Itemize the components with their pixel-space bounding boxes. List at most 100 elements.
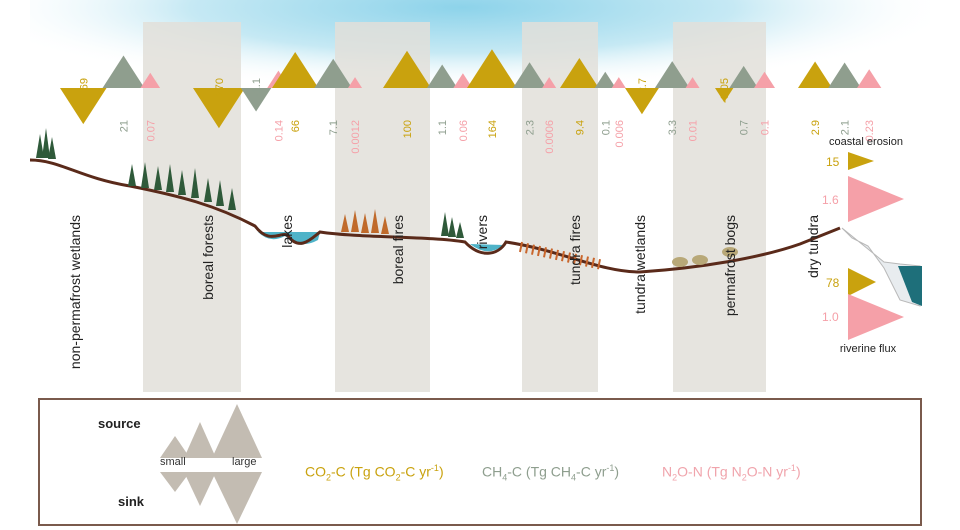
coastal-n2o-value: 1.6 bbox=[822, 193, 839, 207]
co2-value: 66 bbox=[290, 120, 302, 132]
n2o-flux-triangle bbox=[542, 77, 557, 88]
n2o-value: 0.14 bbox=[273, 120, 285, 141]
ecosystem-label: boreal forests bbox=[200, 215, 216, 300]
n2o-flux-triangle bbox=[453, 73, 473, 88]
n2o-value: 0.06 bbox=[458, 120, 470, 141]
n2o-flux-triangle bbox=[140, 72, 161, 88]
co2-flux-triangle bbox=[193, 88, 245, 129]
ch4-flux-triangle bbox=[240, 88, 272, 112]
ecosystem-boreal-fires: 100 1.1 0.06 boreal fires bbox=[383, 50, 473, 284]
n2o-flux-triangle bbox=[685, 77, 700, 88]
ecosystem-tundra-fires: 9.4 0.1 0.006 tundra fires bbox=[560, 57, 626, 285]
ch4-value: 0.7 bbox=[739, 120, 751, 135]
legend-co2: CO2-C (Tg CO2-C yr-1) bbox=[305, 463, 444, 483]
tree bbox=[216, 180, 224, 206]
ch4-flux-triangle bbox=[594, 71, 616, 88]
burnt-shrub bbox=[561, 251, 565, 262]
ecosystem-tundra-wetlands: -2.7 3.3 0.01 tundra wetlands bbox=[625, 61, 700, 314]
n2o-value: 0.07 bbox=[145, 120, 157, 141]
co2-flux-triangle bbox=[383, 50, 432, 88]
n2o-value: 0.01 bbox=[688, 120, 700, 141]
tree bbox=[441, 212, 449, 236]
burnt-shrub bbox=[567, 252, 571, 263]
ch4-value: -1.1 bbox=[251, 78, 263, 97]
n2o-value: 0.23 bbox=[864, 120, 876, 141]
legend-ch4: CH4-C (Tg CH4-C yr-1) bbox=[482, 463, 620, 483]
legend-box bbox=[38, 398, 922, 526]
tree bbox=[228, 188, 236, 210]
ch4-value: 7.1 bbox=[328, 120, 340, 135]
tree bbox=[128, 164, 136, 186]
ch4-value: 3.3 bbox=[667, 120, 679, 135]
ground-profile bbox=[29, 158, 841, 274]
legend-small-source-triangle bbox=[160, 436, 190, 458]
tree bbox=[361, 213, 369, 233]
coastal-co2-value: 15 bbox=[826, 155, 840, 169]
tree bbox=[456, 222, 464, 238]
legend-source-label: source bbox=[98, 416, 141, 431]
burnt-shrub bbox=[519, 241, 523, 253]
shaded-band bbox=[143, 22, 241, 392]
riverine-co2-value: 78 bbox=[826, 276, 840, 290]
n2o-flux-triangle bbox=[611, 77, 626, 88]
ecosystem-permafrost-bogs: -0.05 0.7 0.1 permafrost bogs bbox=[715, 65, 776, 316]
ch4-value: 2.1 bbox=[840, 120, 852, 135]
ecosystem-rivers: 164 2.3 0.0006 rivers bbox=[467, 49, 557, 249]
co2-flux-triangle bbox=[715, 88, 734, 103]
tree bbox=[448, 217, 456, 237]
co2-value: -0.05 bbox=[719, 78, 731, 103]
co2-flux-triangle bbox=[272, 52, 319, 88]
co2-value: 164 bbox=[487, 120, 499, 138]
burnt-shrub bbox=[555, 249, 559, 261]
ch4-flux-triangle bbox=[512, 62, 547, 88]
tree bbox=[141, 162, 149, 188]
legend-large-source-triangle bbox=[212, 404, 262, 458]
ecosystem-label: permafrost bogs bbox=[722, 215, 738, 316]
tree bbox=[371, 209, 379, 233]
n2o-flux-triangle bbox=[348, 77, 363, 88]
ecosystem-boreal-forests: -270 -1.1 0.14 boreal forests bbox=[193, 70, 290, 300]
coastal-n2o-triangle bbox=[848, 176, 904, 222]
burnt-shrub bbox=[549, 248, 553, 259]
bog-mound bbox=[672, 257, 688, 267]
tree bbox=[42, 128, 50, 158]
co2-value: 9.4 bbox=[574, 120, 586, 135]
ecosystem-label: tundra fires bbox=[567, 215, 583, 285]
co2-value: -2.7 bbox=[637, 78, 649, 97]
ch4-flux-triangle bbox=[102, 55, 145, 88]
bog-mound bbox=[692, 255, 708, 265]
ecosystem-label: tundra wetlands bbox=[632, 215, 648, 314]
n2o-flux-triangle bbox=[753, 71, 776, 88]
tree bbox=[178, 170, 186, 195]
legend-n2o: N2O-N (Tg N2O-N yr-1) bbox=[662, 463, 801, 483]
tree bbox=[166, 164, 174, 192]
ch4-flux-triangle bbox=[314, 58, 353, 88]
ecosystem-label: rivers bbox=[474, 215, 490, 249]
tree bbox=[341, 214, 349, 232]
ecosystem-label: non-permafrost wetlands bbox=[67, 215, 83, 369]
ch4-flux-triangle bbox=[729, 65, 758, 88]
ecosystem-non-permafrost-wetlands: -69 21 0.07 non-permafrost wetlands bbox=[60, 55, 161, 369]
ch4-flux-triangle bbox=[427, 64, 458, 88]
n2o-value: 0.0012 bbox=[350, 120, 362, 154]
ecosystem-dry-tundra: 2.9 2.1 0.23 dry tundra bbox=[798, 61, 882, 278]
burnt-shrub bbox=[585, 256, 589, 267]
river-water bbox=[470, 244, 504, 252]
co2-value: 2.9 bbox=[810, 120, 822, 135]
burnt-shrub bbox=[579, 255, 583, 266]
tree bbox=[204, 178, 212, 202]
legend-large-sink-triangle bbox=[212, 472, 262, 524]
burnt-shrub bbox=[597, 258, 601, 270]
ch4-value: 2.3 bbox=[525, 120, 537, 135]
co2-flux-triangle bbox=[560, 57, 599, 88]
legend-large-label: large bbox=[232, 456, 257, 468]
legend-medium-source-triangle bbox=[184, 422, 216, 458]
tree bbox=[351, 210, 359, 232]
tree bbox=[48, 137, 56, 159]
coastal-cliff bbox=[841, 227, 921, 307]
tree bbox=[191, 168, 199, 198]
co2-flux-triangle bbox=[798, 61, 833, 88]
n2o-flux-triangle bbox=[857, 69, 882, 88]
co2-value: -69 bbox=[78, 78, 90, 94]
